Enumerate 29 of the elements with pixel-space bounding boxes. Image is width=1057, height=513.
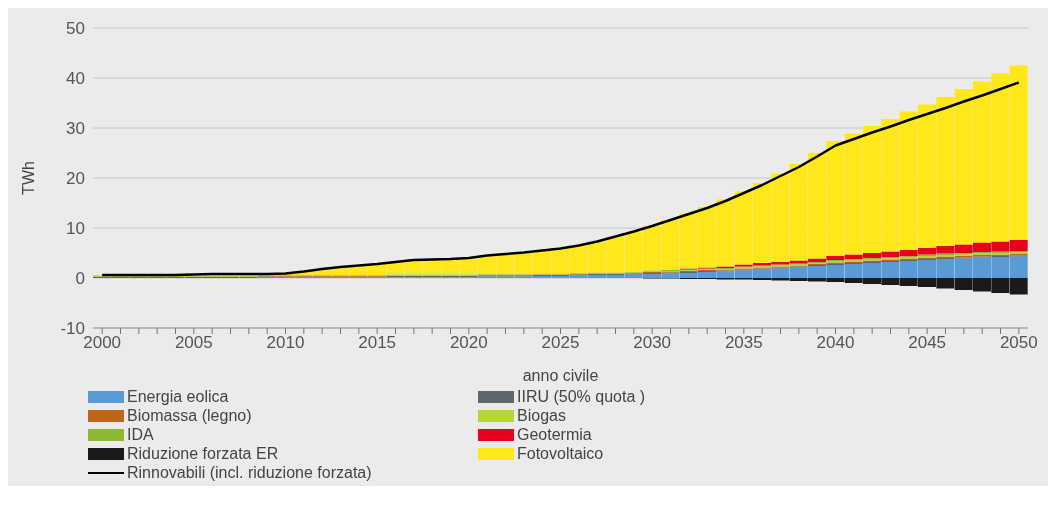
legend-label: IIRU (50% quota ) xyxy=(517,388,646,406)
x-tick-label: 2005 xyxy=(174,333,213,353)
legend-label: Energia eolica xyxy=(127,388,229,406)
y-tick-label: 0 xyxy=(75,269,85,289)
legend-label: IDA xyxy=(127,426,154,444)
x-tick-label: 2025 xyxy=(541,333,580,353)
x-axis-title: anno civile xyxy=(522,367,599,384)
x-tick-label: 2050 xyxy=(999,333,1038,353)
legend-label: Riduzione forzata ER xyxy=(127,445,279,463)
legend-label: Geotermia xyxy=(517,426,592,444)
x-tick-label: 2020 xyxy=(449,333,488,353)
legend-label: Biomassa (legno) xyxy=(127,407,252,425)
y-tick-label: 10 xyxy=(66,219,85,239)
x-tick-label: 2045 xyxy=(908,333,947,353)
y-tick-label: -10 xyxy=(60,319,85,339)
y-tick-label: 50 xyxy=(66,19,85,39)
legend-label: Rinnovabili (incl. riduzione forzata) xyxy=(127,464,372,482)
x-tick-label: 2040 xyxy=(816,333,855,353)
legend-label: Fotovoltaico xyxy=(517,445,604,463)
legend-label: Biogas xyxy=(517,407,566,425)
x-tick-label: 2035 xyxy=(724,333,763,353)
x-tick-label: 2030 xyxy=(633,333,672,353)
y-tick-label: 40 xyxy=(66,69,85,89)
y-tick-label: 20 xyxy=(66,169,85,189)
x-tick-label: 2000 xyxy=(83,333,122,353)
x-tick-label: 2010 xyxy=(266,333,305,353)
y-tick-label: 30 xyxy=(66,119,85,139)
y-axis-title: TWh xyxy=(19,161,37,195)
x-tick-label: 2015 xyxy=(358,333,397,353)
